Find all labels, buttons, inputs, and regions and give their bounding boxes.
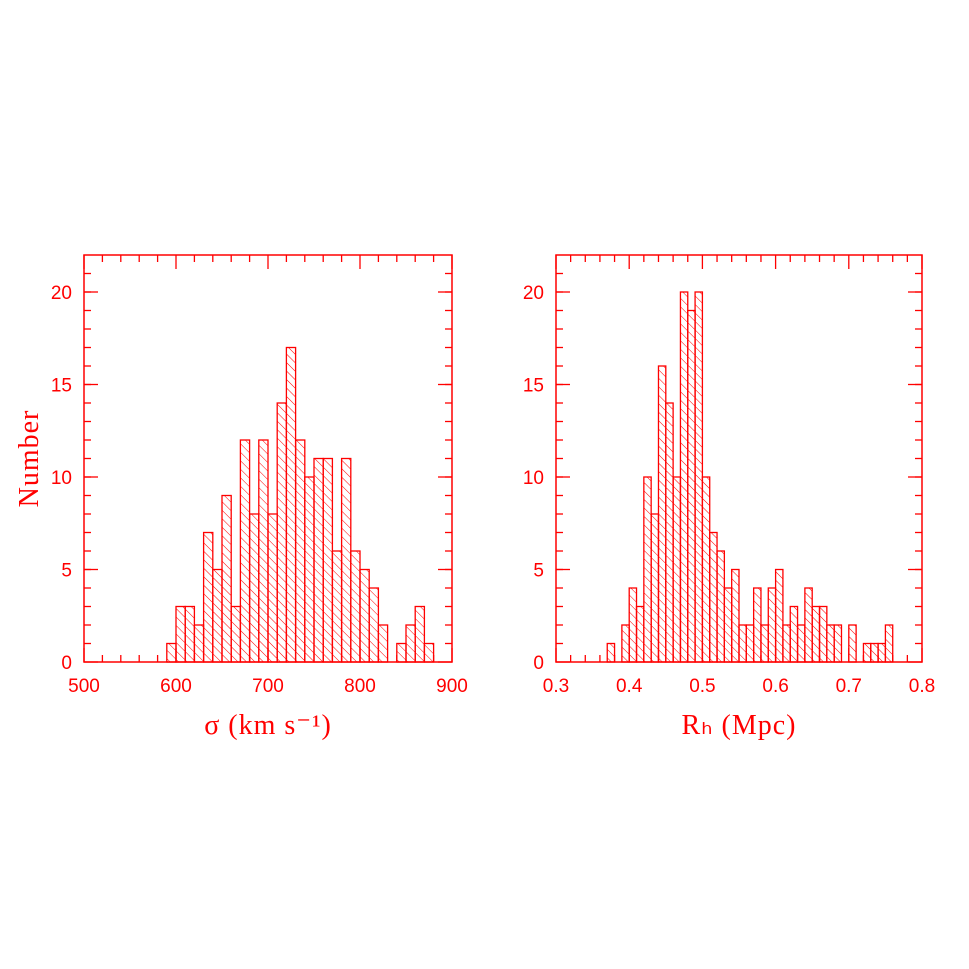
bar — [767, 587, 777, 663]
bar — [285, 346, 297, 663]
bar — [723, 587, 733, 663]
bar — [212, 568, 223, 663]
bar — [276, 402, 288, 663]
bar — [184, 605, 196, 663]
bar — [377, 624, 389, 663]
bar — [423, 642, 435, 663]
bar — [884, 624, 894, 663]
bar — [870, 642, 879, 663]
bar — [322, 457, 334, 663]
bar — [716, 550, 726, 663]
bar — [833, 624, 843, 663]
bar — [796, 624, 806, 663]
bar — [731, 568, 740, 663]
x-tick-label: 600 — [160, 676, 192, 697]
bar — [774, 568, 784, 663]
y-tick-label: 0 — [533, 653, 544, 674]
bar — [818, 605, 828, 663]
y-tick-label: 15 — [523, 376, 544, 397]
bar — [313, 457, 324, 663]
bar — [628, 587, 638, 663]
bar — [643, 476, 652, 663]
y-tick-label: 5 — [61, 561, 72, 582]
x-tick-label: 0.5 — [689, 676, 715, 697]
bar — [804, 587, 813, 663]
x-tick-label: 0.6 — [762, 676, 788, 697]
bar — [304, 476, 315, 663]
x-tick-label: 800 — [344, 676, 376, 697]
bar — [701, 476, 711, 663]
y-tick-label: 10 — [51, 468, 72, 489]
x-axis-label: σ (km s⁻¹) — [204, 710, 332, 741]
bar — [862, 642, 872, 663]
bar — [694, 291, 704, 663]
x-tick-label: 0.4 — [616, 676, 643, 697]
bar — [166, 642, 177, 663]
bar — [202, 531, 214, 663]
y-tick-label: 10 — [523, 468, 544, 489]
bar — [396, 642, 407, 663]
x-tick-label: 0.7 — [836, 676, 862, 697]
bar — [193, 624, 205, 663]
bar — [405, 624, 416, 663]
bar — [221, 494, 232, 663]
bar — [294, 439, 306, 663]
bar — [687, 309, 696, 663]
bar — [826, 624, 835, 663]
y-tick-label: 20 — [523, 283, 544, 304]
bar — [175, 605, 186, 663]
bar — [709, 531, 718, 663]
bar — [679, 291, 689, 663]
bar — [877, 642, 887, 663]
bar — [782, 624, 791, 663]
bar — [789, 605, 799, 663]
x-axis-label: Rₕ (Mpc) — [682, 710, 797, 741]
bar — [752, 587, 762, 663]
bar — [635, 605, 645, 663]
bar — [331, 550, 343, 663]
bar — [811, 605, 821, 663]
x-tick-label: 700 — [252, 676, 284, 697]
bar — [230, 605, 242, 663]
bar — [239, 439, 251, 663]
y-tick-label: 5 — [533, 561, 544, 582]
x-tick-label: 0.8 — [909, 676, 935, 697]
bar — [745, 624, 755, 663]
bar — [350, 550, 361, 663]
y-tick-label: 0 — [61, 653, 72, 674]
bar — [414, 605, 426, 663]
bar — [621, 624, 630, 663]
bar — [258, 439, 269, 663]
x-tick-label: 900 — [436, 676, 468, 697]
bar — [657, 365, 667, 663]
bar — [672, 476, 682, 663]
y-axis-label: Number — [14, 410, 45, 508]
bar — [248, 513, 260, 663]
y-tick-label: 15 — [51, 376, 72, 397]
bar — [650, 513, 660, 663]
bar — [359, 568, 370, 663]
bar — [606, 642, 616, 663]
bar — [665, 402, 674, 663]
bar — [848, 624, 857, 663]
x-tick-label: 0.3 — [543, 676, 569, 697]
y-tick-label: 20 — [51, 283, 72, 304]
x-tick-label: 500 — [68, 676, 100, 697]
bar — [738, 624, 747, 663]
bar — [368, 587, 380, 663]
bar — [340, 457, 352, 663]
bar — [760, 624, 769, 663]
bar — [267, 513, 278, 663]
